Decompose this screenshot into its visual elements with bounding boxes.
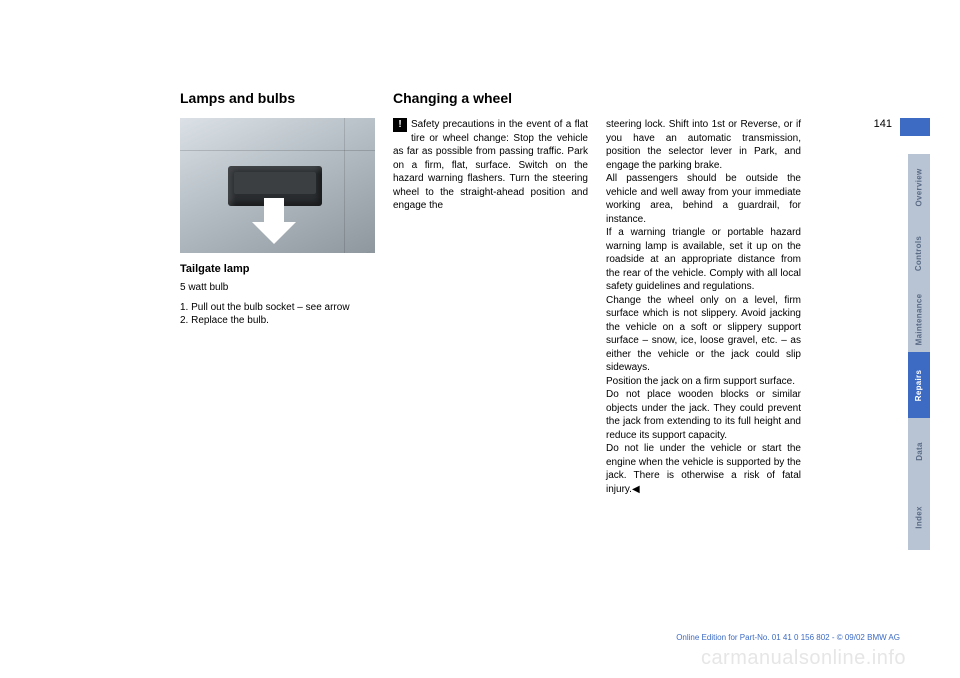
heading-lamps: Lamps and bulbs: [180, 90, 375, 106]
heading-row: Lamps and bulbs Changing a wheel: [180, 90, 900, 106]
safety-continued-text: steering lock. Shift into 1st or Reverse…: [606, 119, 801, 495]
tailgate-lamp-subheading: Tailgate lamp: [180, 263, 375, 275]
section-tabs: Overview Controls Maintenance Repairs Da…: [908, 154, 930, 550]
safety-continued: steering lock. Shift into 1st or Reverse…: [606, 118, 801, 496]
step-2: 2. Replace the bulb.: [180, 314, 375, 328]
tab-controls[interactable]: Controls: [908, 220, 930, 286]
lamp-face-graphic: [234, 172, 316, 194]
photo-panel-line: [180, 150, 375, 151]
edition-footer: Online Edition for Part-No. 01 41 0 156 …: [676, 633, 900, 642]
tab-repairs[interactable]: Repairs: [908, 352, 930, 418]
replacement-steps: 1. Pull out the bulb socket – see arrow …: [180, 301, 375, 328]
page-number-accent: [900, 118, 930, 136]
column-3: steering lock. Shift into 1st or Reverse…: [606, 118, 801, 496]
tab-data[interactable]: Data: [908, 418, 930, 484]
source-watermark: carmanualsonline.info: [701, 647, 906, 670]
heading-changing-wheel: Changing a wheel: [393, 90, 900, 106]
content-columns: MV01028CMA Tailgate lamp 5 watt bulb 1. …: [180, 118, 900, 496]
warning-body: Stop the vehicle as far as possible from…: [393, 133, 588, 212]
tab-maintenance[interactable]: Maintenance: [908, 286, 930, 352]
arrow-down-icon: [252, 222, 296, 244]
safety-warning-block: ! Safety precautions in the event of a f…: [393, 118, 588, 213]
manual-page: 141 Overview Controls Maintenance Repair…: [0, 0, 960, 678]
section-end-mark: ◀: [632, 484, 640, 495]
page-number: 141: [874, 118, 892, 130]
step-1: 1. Pull out the bulb socket – see arrow: [180, 301, 375, 315]
bulb-spec: 5 watt bulb: [180, 281, 375, 295]
tailgate-lamp-photo: MV01028CMA: [180, 118, 375, 253]
column-1: MV01028CMA Tailgate lamp 5 watt bulb 1. …: [180, 118, 375, 496]
tab-overview[interactable]: Overview: [908, 154, 930, 220]
photo-panel-line: [344, 118, 345, 253]
photo-reference-code: MV01028CMA: [367, 251, 373, 253]
column-2: ! Safety precautions in the event of a f…: [393, 118, 588, 496]
tab-index[interactable]: Index: [908, 484, 930, 550]
warning-icon: !: [393, 118, 407, 132]
